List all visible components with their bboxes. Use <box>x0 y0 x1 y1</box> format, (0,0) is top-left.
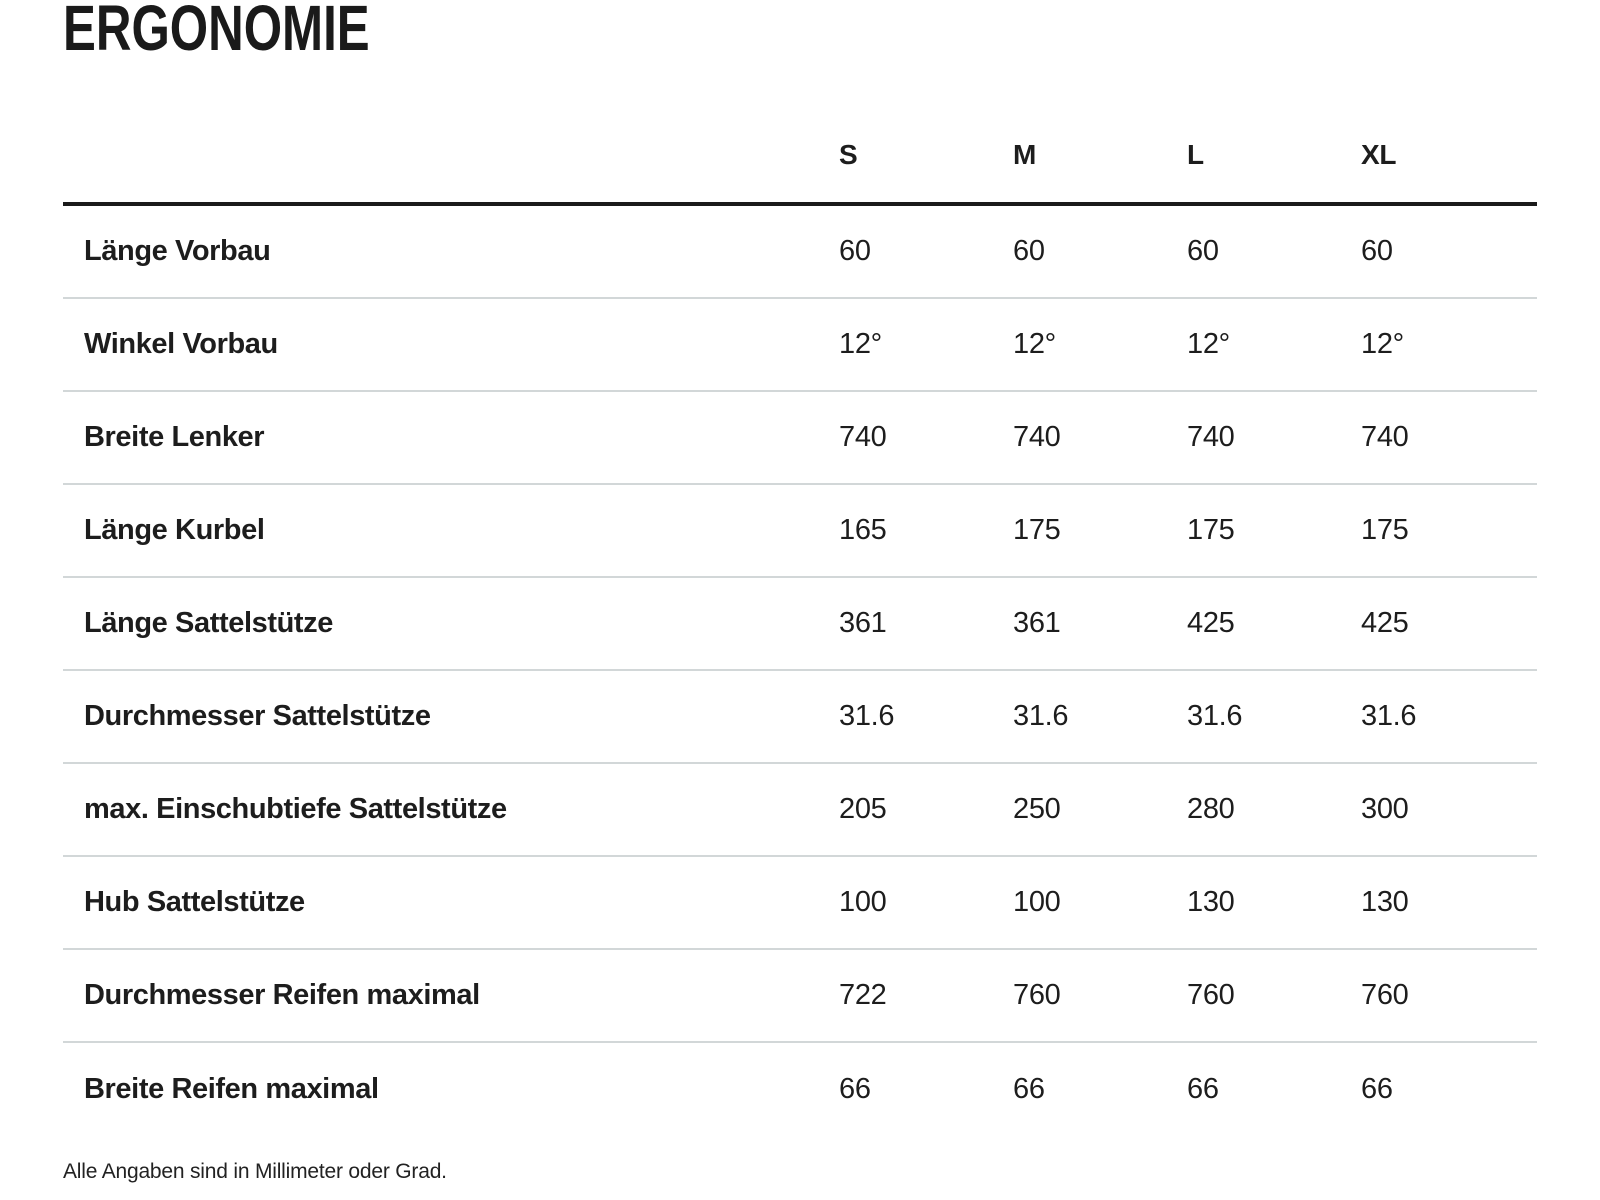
value-m: 31.6 <box>1013 700 1069 733</box>
row-label: Winkel Vorbau <box>84 328 278 361</box>
value-l: 425 <box>1187 607 1235 640</box>
table-row-breite-lenker: Breite Lenker 740 740 740 740 <box>63 392 1537 486</box>
value-l: 31.6 <box>1187 700 1243 733</box>
row-label: Breite Reifen maximal <box>84 1073 379 1106</box>
row-label: Länge Kurbel <box>84 514 265 547</box>
value-s: 100 <box>839 886 887 919</box>
value-l: 175 <box>1187 514 1235 547</box>
table-row-breite-reifen-maximal: Breite Reifen maximal 66 66 66 66 <box>63 1043 1537 1136</box>
value-s: 31.6 <box>839 700 895 733</box>
column-header-size-xl: XL <box>1361 139 1397 171</box>
column-header-size-m: M <box>1013 139 1037 171</box>
value-l: 12° <box>1187 328 1230 361</box>
value-s: 722 <box>839 979 887 1012</box>
value-xl: 130 <box>1361 886 1409 919</box>
value-m: 66 <box>1013 1073 1045 1106</box>
row-label: max. Einschubtiefe Sattelstütze <box>84 793 507 826</box>
value-s: 165 <box>839 514 887 547</box>
value-s: 66 <box>839 1073 871 1106</box>
row-label: Länge Sattelstütze <box>84 607 334 640</box>
value-m: 250 <box>1013 793 1061 826</box>
table-row-laenge-vorbau: Länge Vorbau 60 60 60 60 <box>63 206 1537 300</box>
row-label: Durchmesser Reifen maximal <box>84 979 480 1012</box>
value-xl: 60 <box>1361 235 1393 268</box>
table-row-max-einschubtiefe-sattelstuetze: max. Einschubtiefe Sattelstütze 205 250 … <box>63 764 1537 858</box>
ergonomics-spec-table: S M L XL Länge Vorbau 60 60 60 60 Winkel… <box>63 54 1537 1136</box>
table-row-durchmesser-sattelstuetze: Durchmesser Sattelstütze 31.6 31.6 31.6 … <box>63 671 1537 765</box>
value-m: 12° <box>1013 328 1056 361</box>
value-xl: 740 <box>1361 421 1409 454</box>
value-s: 205 <box>839 793 887 826</box>
value-m: 740 <box>1013 421 1061 454</box>
value-m: 361 <box>1013 607 1061 640</box>
column-header-size-l: L <box>1187 139 1204 171</box>
value-xl: 31.6 <box>1361 700 1417 733</box>
row-label: Hub Sattelstütze <box>84 886 305 919</box>
table-row-hub-sattelstuetze: Hub Sattelstütze 100 100 130 130 <box>63 857 1537 951</box>
row-label: Durchmesser Sattelstütze <box>84 700 431 733</box>
value-l: 66 <box>1187 1073 1219 1106</box>
value-l: 60 <box>1187 235 1219 268</box>
size-header-row: S M L XL <box>63 54 1537 207</box>
value-s: 361 <box>839 607 887 640</box>
header-spec-label-spacer <box>63 171 839 202</box>
value-m: 60 <box>1013 235 1045 268</box>
value-xl: 300 <box>1361 793 1409 826</box>
value-s: 60 <box>839 235 871 268</box>
value-xl: 175 <box>1361 514 1409 547</box>
row-label: Länge Vorbau <box>84 235 271 268</box>
value-s: 740 <box>839 421 887 454</box>
value-m: 175 <box>1013 514 1061 547</box>
column-header-size-s: S <box>839 139 858 171</box>
value-s: 12° <box>839 328 882 361</box>
value-m: 100 <box>1013 886 1061 919</box>
value-xl: 425 <box>1361 607 1409 640</box>
value-xl: 760 <box>1361 979 1409 1012</box>
value-l: 130 <box>1187 886 1235 919</box>
table-row-winkel-vorbau: Winkel Vorbau 12° 12° 12° 12° <box>63 299 1537 393</box>
value-m: 760 <box>1013 979 1061 1012</box>
value-l: 280 <box>1187 793 1235 826</box>
table-row-laenge-kurbel: Länge Kurbel 165 175 175 175 <box>63 485 1537 579</box>
table-row-durchmesser-reifen-maximal: Durchmesser Reifen maximal 722 760 760 7… <box>63 950 1537 1044</box>
page-title: ERGONOMIE <box>63 0 370 64</box>
units-footnote: Alle Angaben sind in Millimeter oder Gra… <box>63 1160 447 1184</box>
value-xl: 66 <box>1361 1073 1393 1106</box>
table-row-laenge-sattelstuetze: Länge Sattelstütze 361 361 425 425 <box>63 578 1537 672</box>
value-l: 740 <box>1187 421 1235 454</box>
value-l: 760 <box>1187 979 1235 1012</box>
row-label: Breite Lenker <box>84 421 265 454</box>
value-xl: 12° <box>1361 328 1404 361</box>
